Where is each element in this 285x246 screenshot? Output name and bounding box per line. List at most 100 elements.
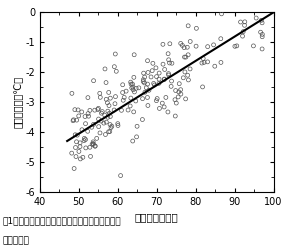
- Point: [128, 104, 133, 108]
- Point: [162, 77, 167, 81]
- Point: [150, 69, 154, 73]
- Point: [106, 130, 111, 134]
- Point: [179, 92, 183, 96]
- Point: [91, 122, 96, 126]
- Point: [140, 118, 145, 122]
- Point: [152, 83, 157, 87]
- Point: [219, 37, 223, 41]
- Point: [132, 75, 136, 79]
- Point: [109, 125, 113, 129]
- Point: [74, 118, 79, 122]
- Point: [176, 90, 181, 94]
- Point: [161, 62, 165, 66]
- Point: [120, 83, 125, 87]
- Point: [183, 70, 187, 74]
- Point: [80, 110, 84, 114]
- Point: [103, 67, 107, 71]
- Point: [166, 110, 170, 114]
- Point: [213, 64, 217, 68]
- Point: [74, 140, 79, 144]
- Point: [134, 86, 139, 90]
- Point: [91, 142, 96, 146]
- Point: [161, 42, 165, 46]
- Point: [177, 82, 182, 86]
- Point: [113, 52, 118, 56]
- Point: [154, 66, 158, 70]
- Point: [82, 139, 86, 143]
- Point: [90, 142, 94, 146]
- Point: [104, 120, 109, 124]
- Point: [185, 73, 190, 77]
- Point: [145, 95, 150, 99]
- Point: [145, 82, 150, 86]
- Point: [120, 91, 125, 94]
- Point: [75, 133, 80, 137]
- Point: [162, 67, 167, 71]
- Point: [151, 81, 156, 85]
- Point: [74, 154, 78, 158]
- Point: [116, 123, 120, 127]
- Point: [113, 95, 118, 99]
- Point: [168, 42, 172, 46]
- Point: [113, 102, 117, 106]
- Point: [182, 46, 186, 50]
- Point: [134, 135, 139, 139]
- Point: [122, 95, 127, 99]
- Point: [178, 42, 183, 46]
- Point: [73, 108, 77, 112]
- Point: [87, 145, 92, 149]
- Point: [157, 77, 161, 81]
- Point: [144, 86, 148, 90]
- Point: [98, 131, 102, 135]
- Point: [181, 76, 186, 80]
- Point: [71, 119, 75, 123]
- Point: [131, 88, 135, 92]
- Point: [162, 105, 166, 109]
- Point: [176, 95, 180, 99]
- Point: [102, 113, 107, 117]
- Point: [118, 174, 123, 178]
- Point: [254, 16, 258, 20]
- Point: [154, 75, 159, 78]
- Point: [186, 53, 190, 57]
- Point: [247, 7, 252, 11]
- Point: [131, 85, 135, 89]
- Point: [112, 108, 116, 112]
- Point: [149, 75, 153, 79]
- Point: [142, 81, 147, 85]
- Point: [150, 61, 155, 65]
- Point: [157, 71, 161, 75]
- Point: [251, 44, 256, 48]
- Point: [259, 18, 264, 22]
- Point: [96, 117, 101, 121]
- Point: [96, 106, 101, 110]
- Point: [235, 44, 239, 48]
- Point: [145, 59, 150, 63]
- Point: [141, 71, 146, 75]
- Point: [178, 88, 183, 92]
- Point: [107, 130, 112, 134]
- Point: [104, 81, 108, 85]
- Point: [97, 91, 102, 95]
- Point: [166, 52, 170, 56]
- Point: [93, 144, 97, 148]
- Point: [124, 89, 129, 93]
- Point: [260, 21, 264, 25]
- Point: [132, 90, 137, 94]
- Point: [108, 96, 113, 100]
- Point: [93, 144, 97, 148]
- Point: [100, 110, 105, 114]
- Point: [80, 128, 84, 132]
- Point: [105, 109, 110, 113]
- Point: [83, 122, 88, 126]
- Point: [76, 108, 80, 112]
- Point: [72, 167, 76, 170]
- Point: [126, 108, 130, 112]
- Point: [157, 81, 161, 85]
- Point: [170, 61, 174, 65]
- Point: [94, 137, 99, 140]
- Point: [146, 70, 150, 74]
- Point: [81, 155, 85, 159]
- Point: [87, 108, 92, 112]
- Point: [164, 95, 168, 99]
